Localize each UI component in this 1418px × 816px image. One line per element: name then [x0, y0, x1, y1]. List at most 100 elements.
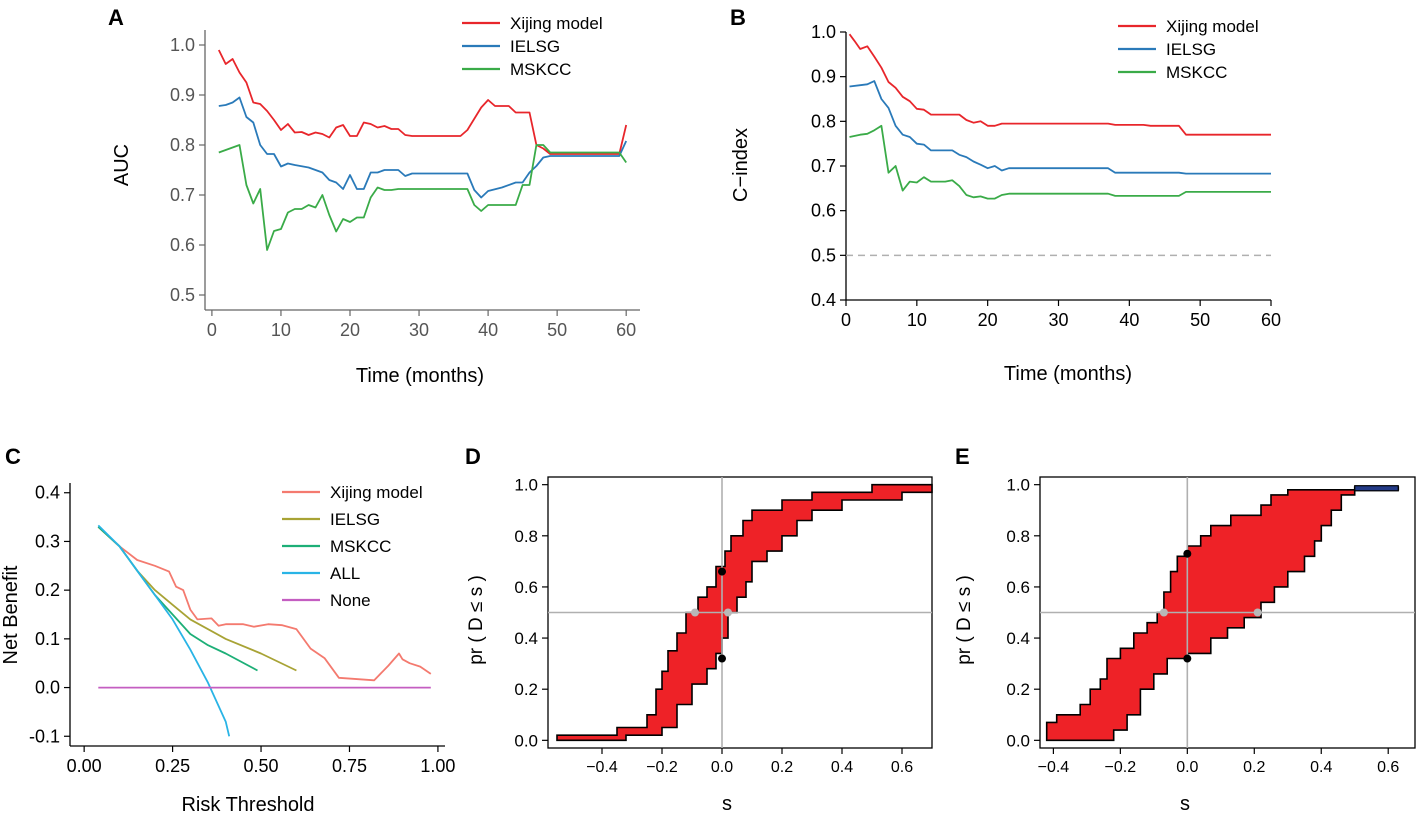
panel-label-d: D	[465, 444, 481, 469]
y-tick-label: 0.8	[514, 527, 538, 546]
legend-label: IELSG	[330, 510, 380, 529]
series-line-ielsg	[97, 526, 297, 672]
x-tick-label: 20	[340, 320, 360, 340]
panel-label-a: A	[108, 5, 124, 30]
y-tick-label: 0.7	[811, 156, 836, 176]
x-tick-label: 50	[1190, 310, 1210, 330]
series-line-xijing-model	[97, 526, 432, 682]
x-tick-label: 0.0	[1176, 759, 1198, 776]
legend-label: MSKCC	[1166, 63, 1227, 82]
y-tick-label: -0.1	[29, 726, 60, 746]
y-tick-label: 0.6	[811, 201, 836, 221]
x-tick-label: 0.6	[1377, 759, 1399, 776]
panel-label-c: C	[5, 444, 21, 469]
black-marker-point	[1183, 549, 1192, 558]
y-tick-label: 0.8	[170, 135, 195, 155]
panel-b-y-axis-label: C−index	[730, 128, 752, 202]
legend-label: ALL	[330, 564, 360, 583]
x-tick-label: 0.75	[332, 756, 367, 776]
x-tick-label: 10	[271, 320, 291, 340]
panel-e-x-axis-label: s	[1180, 793, 1190, 815]
legend-label: Xijing model	[330, 483, 423, 502]
y-tick-label: 0.7	[170, 185, 195, 205]
x-tick-label: 60	[1261, 310, 1281, 330]
x-tick-label: 0.50	[244, 756, 279, 776]
y-tick-label: 0.4	[514, 629, 538, 648]
y-tick-label: 1.0	[1006, 476, 1030, 495]
x-tick-label: 0.2	[1243, 759, 1265, 776]
panel-a-x-axis-label: Time (months)	[356, 365, 484, 387]
y-tick-label: 0.3	[35, 531, 60, 551]
y-tick-label: 1.0	[170, 35, 195, 55]
y-tick-label: 0.2	[1006, 680, 1030, 699]
black-marker-point	[718, 567, 726, 576]
x-tick-label: −0.4	[1038, 759, 1070, 776]
x-tick-label: 0.4	[1310, 759, 1332, 776]
y-tick-label: 0.5	[811, 245, 836, 265]
x-tick-label: 30	[409, 320, 429, 340]
y-tick-label: 0.8	[1006, 527, 1030, 546]
x-tick-label: −0.2	[1105, 759, 1137, 776]
y-tick-label: 0.0	[514, 731, 538, 750]
panel-label-e: E	[955, 444, 970, 469]
y-tick-label: 0.4	[811, 290, 836, 310]
legend-label: IELSG	[1166, 40, 1216, 59]
x-tick-label: −0.4	[586, 759, 618, 776]
x-tick-label: 50	[547, 320, 567, 340]
legend-label: MSKCC	[510, 60, 571, 79]
x-tick-label: 0	[207, 320, 217, 340]
series-line-mskcc	[849, 124, 1271, 200]
y-tick-label: 0.6	[170, 235, 195, 255]
legend-label: None	[330, 591, 371, 610]
x-tick-label: 30	[1048, 310, 1068, 330]
panel-d-x-axis-label: s	[722, 793, 732, 815]
series-line-all	[97, 524, 231, 737]
y-tick-label: 0.5	[170, 285, 195, 305]
x-tick-label: 40	[478, 320, 498, 340]
series-line-ielsg	[849, 80, 1271, 175]
black-marker-point	[1183, 654, 1192, 663]
confidence-band-secondary	[1354, 485, 1399, 492]
confidence-band	[1045, 486, 1400, 742]
y-tick-label: 0.2	[35, 580, 60, 600]
legend-label: Xijing model	[510, 14, 603, 33]
x-tick-label: −0.2	[646, 759, 678, 776]
x-tick-label: 40	[1119, 310, 1139, 330]
x-tick-label: 1.00	[420, 756, 455, 776]
y-tick-label: 0.0	[35, 678, 60, 698]
panel-b-cindex-chart: B Time (months) C−index 0 10 20 30 40 50 60 0.4…	[730, 5, 1281, 385]
panel-c-x-axis-label: Risk Threshold	[181, 794, 314, 816]
x-tick-label: 0	[841, 310, 851, 330]
legend-label: MSKCC	[330, 537, 391, 556]
panel-label-b: B	[730, 5, 746, 30]
gray-marker-point	[1159, 608, 1168, 617]
series-line-xijing-model	[217, 49, 628, 155]
x-tick-label: 0.6	[891, 759, 913, 776]
panel-b-x-axis-label: Time (months)	[1004, 363, 1132, 385]
panel-c-y-axis-label: Net Benefit	[0, 565, 22, 664]
y-tick-label: 0.9	[170, 85, 195, 105]
x-tick-label: 0.00	[67, 756, 102, 776]
y-tick-label: 0.9	[811, 67, 836, 87]
panel-c-decision-curve: C Risk Threshold Net Benefit 0.00 0.25 0.5…	[0, 444, 455, 816]
x-tick-label: 0.4	[831, 759, 853, 776]
y-tick-label: 1.0	[811, 22, 836, 42]
panel-e-distribution-band: E s pr ( D ≤ s ) −0.4 −0.2 0.0 0.2 0.4 0.6 0.0…	[954, 444, 1416, 815]
panel-d-distribution-band: D s pr ( D ≤ s ) −0.4 −0.2 0.0 0.2 0.4 0.6 0.0…	[465, 444, 933, 815]
series-line-xijing-model	[848, 33, 1271, 136]
y-tick-label: 0.1	[35, 629, 60, 649]
x-tick-label: 60	[616, 320, 636, 340]
x-tick-label: 0.0	[711, 759, 733, 776]
panel-d-y-axis-label: pr ( D ≤ s )	[466, 575, 487, 665]
gray-marker-point	[1253, 608, 1262, 617]
gray-marker-point	[724, 608, 732, 617]
confidence-band	[556, 483, 933, 742]
x-tick-label: 0.2	[771, 759, 793, 776]
x-tick-label: 0.25	[155, 756, 190, 776]
series-line-mskcc	[218, 144, 627, 251]
panel-e-y-axis-label: pr ( D ≤ s )	[954, 575, 975, 665]
black-marker-point	[718, 654, 726, 663]
legend-label: Xijing model	[1166, 17, 1259, 36]
series-line-ielsg	[218, 96, 628, 199]
